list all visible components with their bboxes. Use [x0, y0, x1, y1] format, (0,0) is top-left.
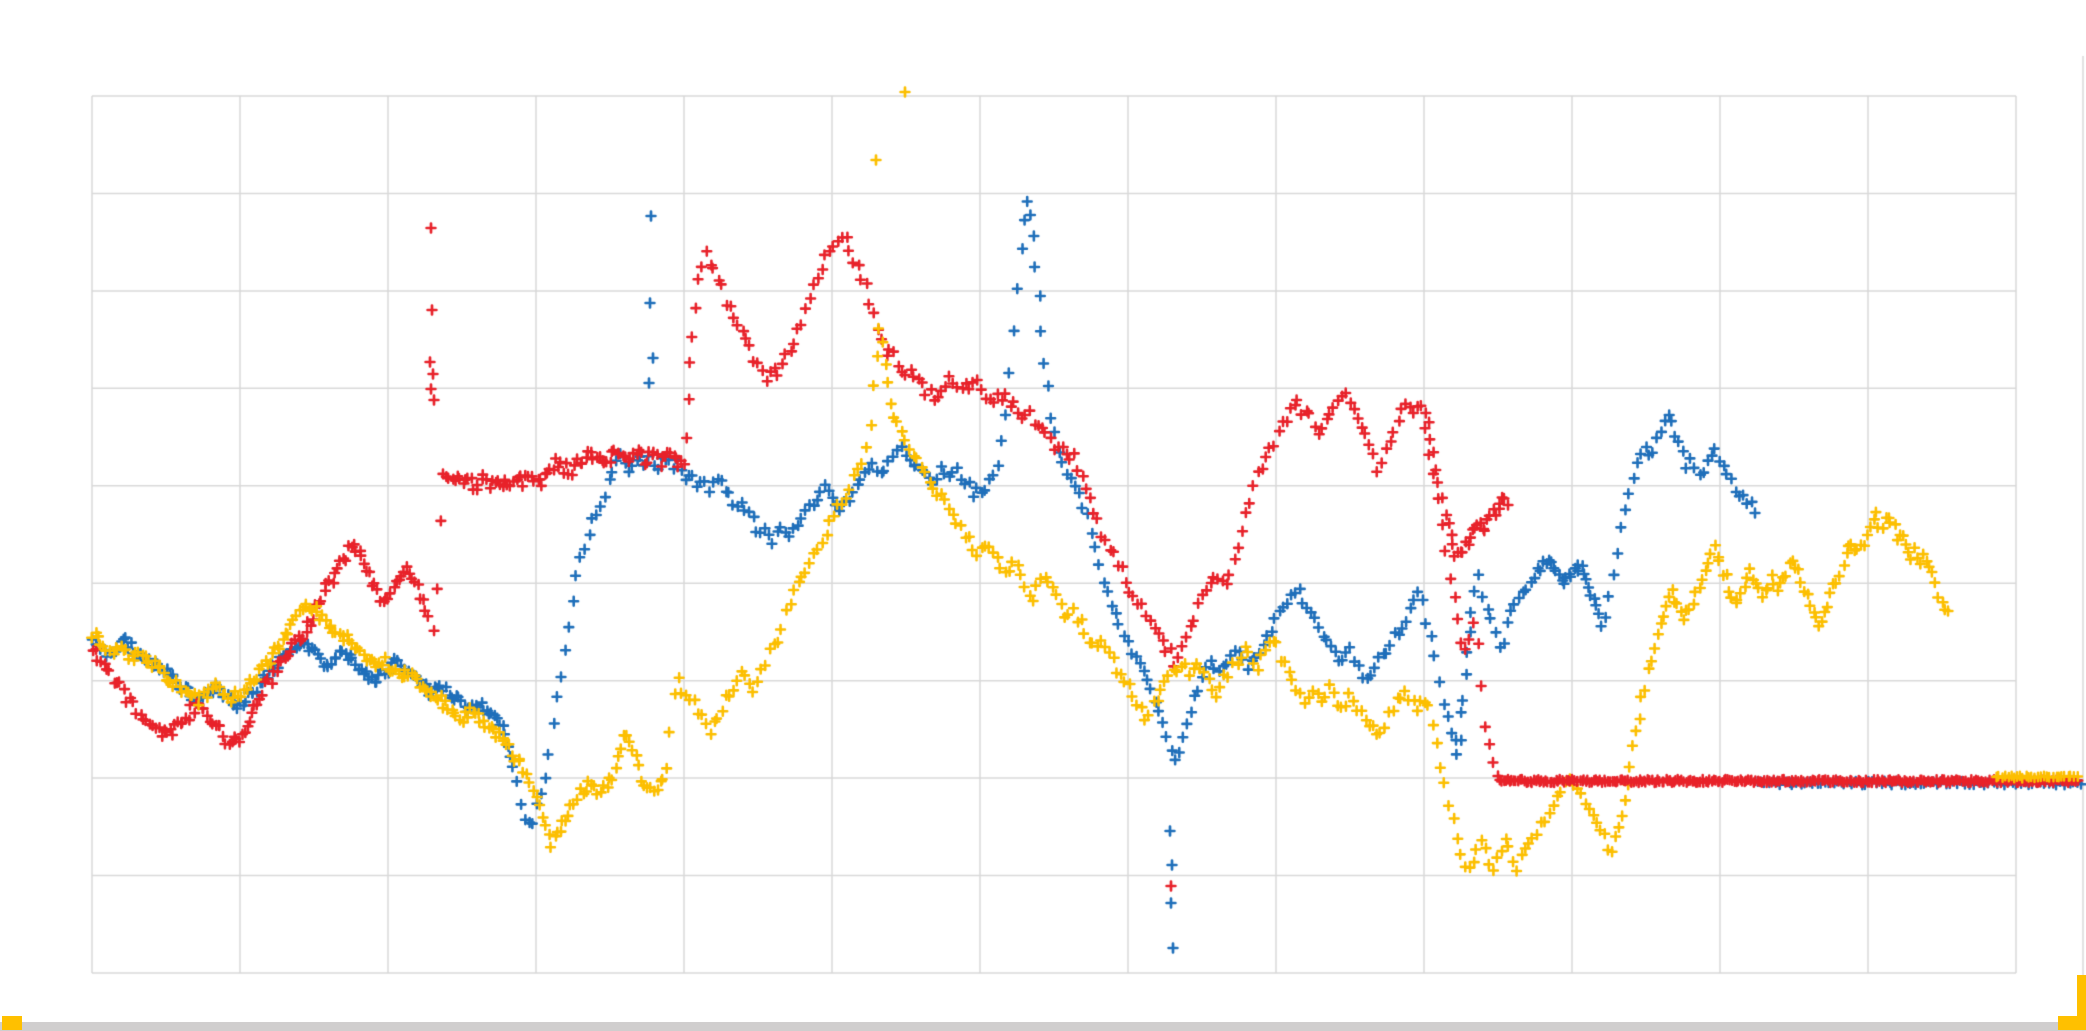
accent-bottom-left-square [2, 1016, 22, 1030]
accent-bottom-right-horizontal [2058, 1016, 2086, 1030]
accent-bottom-right-vertical [2077, 975, 2086, 1022]
footer-gray-bar [0, 1022, 2086, 1031]
